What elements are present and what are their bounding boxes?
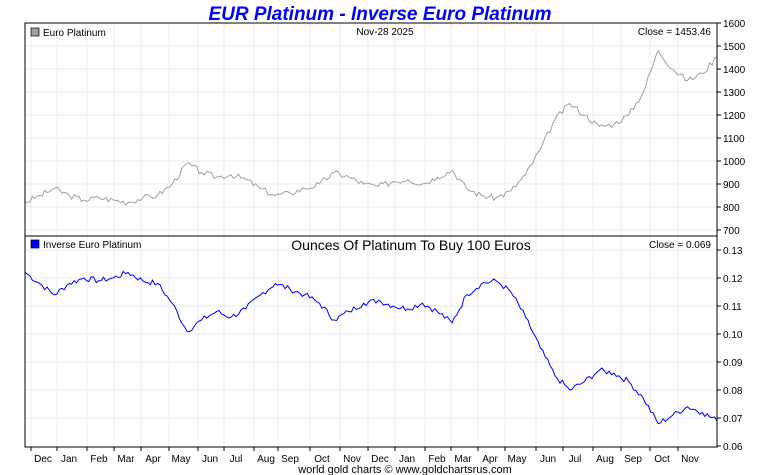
y-tick-label: 0.10 — [723, 330, 743, 341]
y-tick-label: 1600 — [723, 19, 746, 30]
x-tick-label: Apr — [482, 454, 498, 465]
y-tick-label: 800 — [723, 203, 740, 214]
x-tick-label: Aug — [596, 454, 614, 465]
footer: world gold charts © www.goldchartsrus.co… — [297, 464, 512, 475]
x-tick-label: Jul — [569, 454, 582, 465]
close-label-bottom: Close = 0.069 — [649, 240, 711, 251]
x-tick-label: May — [508, 454, 527, 465]
y-tick-label: 1100 — [723, 134, 745, 145]
x-tick-label: Oct — [314, 454, 330, 465]
x-tick-label: Oct — [654, 454, 670, 465]
x-tick-label: Sep — [281, 454, 299, 465]
legend-swatch-inverse — [30, 239, 40, 249]
y-tick-label: 1500 — [723, 42, 746, 53]
x-tick-label: Mar — [117, 454, 135, 465]
y-tick-label: 0.09 — [723, 358, 743, 369]
x-tick-label: Feb — [90, 454, 108, 465]
y-tick-label: 1000 — [723, 157, 746, 168]
y-tick-label: 1300 — [723, 88, 746, 99]
y-tick-label: 0.08 — [723, 386, 743, 397]
x-tick-label: Apr — [145, 454, 161, 465]
x-tick-label: Nov — [343, 454, 361, 465]
x-tick-label: May — [172, 454, 191, 465]
chart-title: EUR Platinum - Inverse Euro Platinum — [208, 4, 551, 25]
x-tick-label: Nov — [681, 454, 699, 465]
x-tick-label: Feb — [428, 454, 446, 465]
series-inverse-euro-platinum — [24, 270, 718, 425]
date-label: Nov-28 2025 — [356, 27, 414, 38]
legend-swatch-euro-platinum — [30, 27, 40, 37]
plot-frame — [24, 22, 718, 448]
y-tick-label: 0.12 — [723, 274, 743, 285]
y-tick-label: 700 — [723, 226, 740, 237]
x-tick-label: Dec — [371, 454, 389, 465]
x-tick-label: Mar — [454, 454, 472, 465]
close-label-top: Close = 1453.46 — [638, 27, 712, 38]
x-tick-label: Jun — [202, 454, 218, 465]
x-tick-label: Sep — [624, 454, 642, 465]
y-tick-label: 0.11 — [723, 302, 742, 313]
x-tick-label: Jun — [540, 454, 556, 465]
series-euro-platinum — [24, 49, 718, 206]
x-tick-label: Dec — [34, 454, 52, 465]
y-tick-label: 0.06 — [723, 442, 743, 453]
x-tick-label: Jan — [61, 454, 77, 465]
y-tick-label: 1200 — [723, 111, 746, 122]
y-tick-label: 1400 — [723, 65, 746, 76]
legend-euro-platinum: Euro Platinum — [43, 28, 106, 39]
y-tick-label: 0.13 — [723, 246, 743, 257]
y-tick-label: 900 — [723, 180, 740, 191]
subtitle: Ounces Of Platinum To Buy 100 Euros — [291, 237, 530, 253]
x-tick-label: Jul — [230, 454, 243, 465]
legend-inverse-euro-platinum: Inverse Euro Platinum — [43, 240, 141, 251]
y-tick-label: 0.07 — [723, 414, 743, 425]
x-tick-label: Aug — [257, 454, 275, 465]
x-tick-label: Jan — [399, 454, 415, 465]
